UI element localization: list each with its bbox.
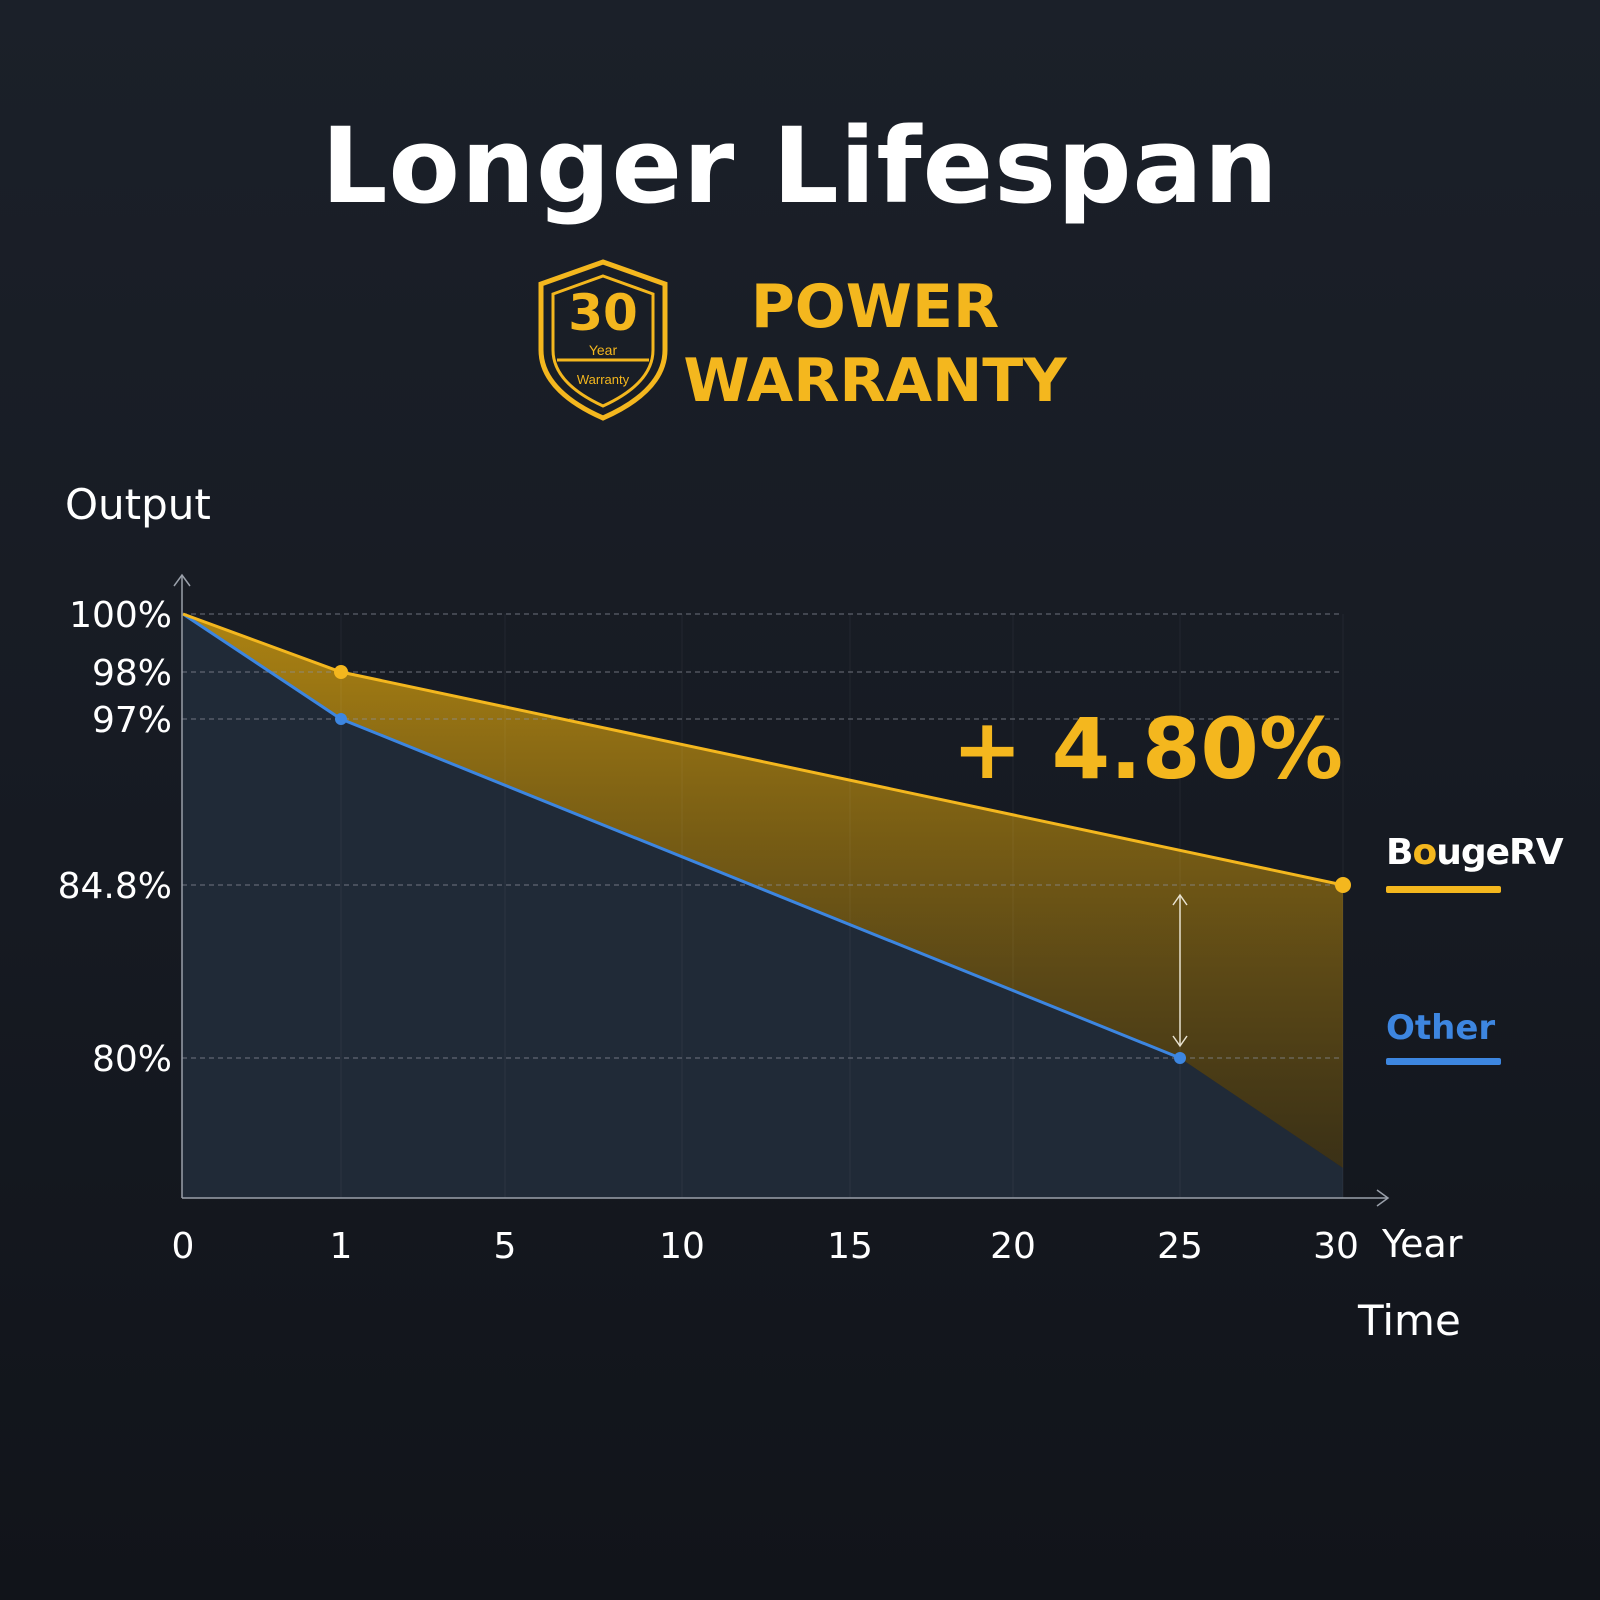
x-tick-label: 0	[172, 1226, 195, 1267]
gap-arrow-head	[1172, 1035, 1188, 1048]
legend-other-label: Other	[1386, 1008, 1496, 1048]
x-tick-label: 15	[827, 1226, 873, 1267]
x-axis-unit: Year	[1382, 1222, 1463, 1266]
badge-year: Year	[588, 342, 618, 358]
y-tick-label: 98%	[92, 653, 172, 694]
power-warranty-line1: POWER	[750, 272, 1000, 342]
advantage-area	[183, 614, 1343, 1168]
legend-brand-swatch	[1386, 886, 1501, 893]
advantage-annotation: + 4.80%	[952, 700, 1343, 798]
y-tick-label: 84.8%	[58, 866, 172, 907]
x-axis-title: Time	[1358, 1296, 1461, 1345]
legend-brand-label: BougeRV	[1386, 832, 1564, 873]
y-axis-arrow	[173, 573, 191, 587]
gap-arrow-head	[1172, 893, 1188, 906]
page-title: Longer Lifespan	[321, 105, 1279, 227]
x-tick-label: 30	[1313, 1226, 1359, 1267]
legend-other-swatch	[1386, 1058, 1501, 1065]
badge-number: 30	[568, 284, 638, 342]
y-axis-title: Output	[65, 480, 211, 529]
y-tick-label: 80%	[92, 1039, 172, 1080]
x-tick-label: 25	[1157, 1226, 1203, 1267]
x-tick-label: 5	[494, 1226, 517, 1267]
other-area	[182, 614, 1343, 1198]
x-tick-label: 1	[330, 1226, 353, 1267]
badge-warranty: Warranty	[576, 372, 630, 387]
bougerv-point	[334, 665, 348, 679]
x-tick-label: 10	[659, 1226, 705, 1267]
y-tick-label: 100%	[69, 595, 172, 636]
warranty-shield-icon: 30 Year Warranty	[535, 258, 671, 422]
x-axis-arrow	[1376, 1189, 1390, 1207]
other-point	[335, 713, 347, 725]
y-tick-label: 97%	[92, 700, 172, 741]
x-tick-label: 20	[990, 1226, 1036, 1267]
bougerv-point	[1335, 877, 1351, 893]
power-warranty-line2: WARRANTY	[683, 346, 1067, 416]
other-point	[1174, 1052, 1186, 1064]
